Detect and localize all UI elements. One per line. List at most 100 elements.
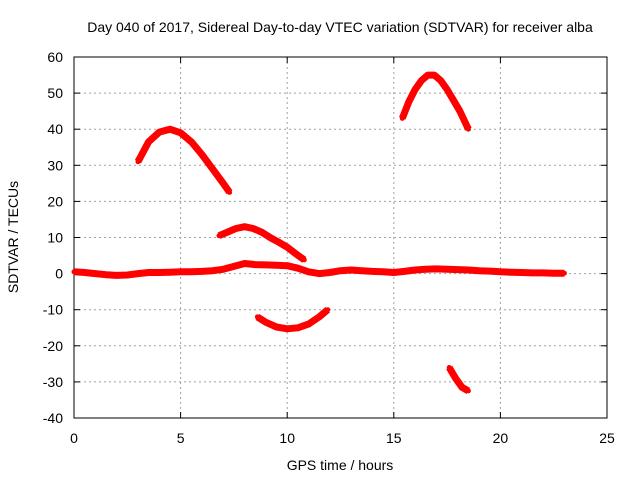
data-point — [316, 314, 322, 320]
data-point — [124, 272, 130, 278]
data-point — [284, 263, 290, 269]
data-point — [457, 108, 463, 114]
data-point — [446, 365, 452, 370]
x-tick-label: 25 — [599, 430, 615, 446]
data-point — [242, 261, 248, 266]
series-baseline — [71, 260, 567, 279]
data-point — [135, 159, 141, 165]
data-point — [252, 262, 258, 268]
x-tick-label: 10 — [279, 430, 295, 446]
data-point — [419, 78, 424, 83]
data-point — [295, 265, 301, 271]
y-tick-label: 20 — [47, 193, 63, 209]
data-point — [431, 72, 437, 78]
data-point — [508, 269, 514, 275]
data-point — [423, 266, 429, 272]
axis-ticks: 0 5 10 15 20 25 -40 -30 -20 -10 0 10 20 30 40 50 60 — [43, 49, 615, 446]
data-point — [276, 239, 282, 245]
data-point — [199, 268, 205, 274]
data-point — [325, 307, 331, 313]
data-point — [465, 267, 471, 273]
data-point — [338, 268, 343, 274]
data-point — [227, 189, 233, 195]
data-point — [210, 268, 216, 274]
data-point — [220, 266, 226, 272]
data-point — [284, 244, 290, 250]
series-arc-5 — [446, 365, 471, 394]
data-point — [438, 78, 444, 83]
data-point — [82, 270, 88, 275]
data-point — [295, 325, 301, 331]
data-point — [519, 270, 525, 275]
data-point — [178, 130, 184, 136]
data-point — [451, 97, 456, 103]
data-point — [380, 269, 386, 275]
y-tick-label: -20 — [43, 338, 63, 354]
data-point — [92, 271, 98, 277]
data-point — [267, 235, 273, 240]
data-point — [233, 226, 239, 231]
data-point — [551, 270, 557, 276]
data-point — [274, 262, 279, 268]
data-point — [359, 268, 365, 274]
chart-title: Day 040 of 2017, Sidereal Day-to-day VTE… — [87, 19, 593, 35]
data-point — [156, 270, 162, 275]
data-point — [412, 267, 418, 273]
y-tick-label: -30 — [43, 374, 63, 390]
data-point — [263, 262, 269, 268]
data-point — [178, 269, 184, 275]
data-point — [306, 321, 311, 327]
data-point — [453, 375, 459, 381]
data-point — [529, 270, 535, 276]
data-point — [476, 268, 482, 274]
data-point — [284, 326, 290, 332]
series-arc-2 — [216, 223, 307, 263]
data-point — [146, 139, 152, 145]
data-point — [188, 269, 194, 275]
x-axis-label: GPS time / hours — [287, 457, 394, 473]
y-tick-label: -40 — [43, 410, 63, 426]
series-arc-1 — [134, 125, 233, 195]
data-point — [497, 269, 503, 275]
data-series — [71, 71, 567, 394]
data-point — [210, 166, 216, 172]
data-point — [406, 99, 412, 105]
data-point — [487, 268, 493, 274]
data-point — [561, 270, 567, 276]
data-point — [412, 87, 418, 92]
y-tick-label: 0 — [55, 266, 63, 282]
data-point — [103, 272, 109, 278]
data-point — [167, 126, 173, 132]
data-point — [391, 270, 397, 275]
y-axis-label: SDTVAR / TECUs — [5, 181, 21, 293]
data-point — [459, 384, 465, 390]
y-tick-label: 60 — [47, 49, 63, 65]
data-point — [146, 270, 152, 275]
series-arc-4 — [399, 71, 472, 132]
data-point — [216, 233, 222, 239]
data-point — [135, 271, 141, 277]
data-point — [465, 126, 471, 132]
y-tick-label: -10 — [43, 302, 63, 318]
data-point — [259, 229, 265, 235]
data-point — [348, 267, 354, 273]
data-point — [225, 229, 230, 235]
x-tick-label: 15 — [386, 430, 402, 446]
data-point — [242, 224, 248, 230]
data-point — [399, 115, 405, 121]
data-point — [444, 266, 450, 272]
y-tick-label: 10 — [47, 230, 63, 246]
series-arc-3 — [254, 307, 331, 333]
y-tick-label: 30 — [47, 157, 63, 173]
data-point — [188, 139, 194, 145]
data-point — [465, 388, 471, 394]
data-point — [444, 87, 450, 92]
y-tick-label: 40 — [47, 121, 63, 137]
data-point — [250, 226, 256, 231]
data-point — [231, 263, 237, 269]
data-point — [263, 319, 269, 325]
data-point — [199, 152, 205, 157]
data-point — [402, 268, 407, 274]
